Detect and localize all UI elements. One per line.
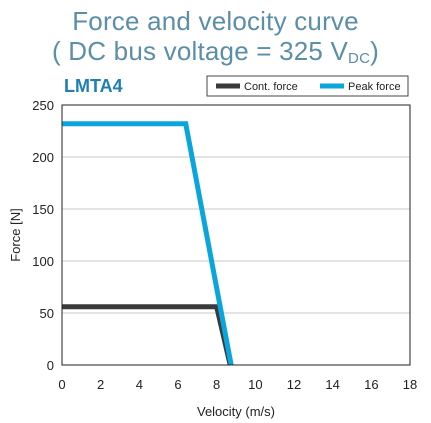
legend-box [206,75,409,97]
x-tick-label: 10 [248,377,262,392]
y-tick-label: 50 [40,306,54,321]
heading-voltage-text: ( DC bus voltage = 325 V [52,36,349,66]
legend-label: Cont. force [244,81,298,93]
y-axis-label: Force [N] [8,208,23,261]
x-tick-label: 18 [403,377,417,392]
x-tick-label: 4 [136,377,143,392]
chart-heading-line2: ( DC bus voltage = 325 VDC) [0,36,431,74]
x-tick-label: 8 [213,377,220,392]
x-tick-label: 14 [325,377,339,392]
peak-force-line [62,121,234,366]
x-tick-label: 12 [287,377,301,392]
y-tick-labels: 0 50 100 150 200 250 [32,98,54,373]
x-tick-label: 0 [58,377,65,392]
x-tick-label: 16 [364,377,378,392]
y-tick-label: 0 [47,358,54,373]
series-lines [62,121,234,366]
heading-voltage-close: ) [370,36,379,66]
plot-frame [61,104,411,366]
heading-voltage-subscript: DC [348,50,371,67]
x-tick-label: 2 [97,377,104,392]
plot-title: LMTA4 [64,76,123,96]
y-tick-label: 100 [32,254,54,269]
y-tick-label: 250 [32,98,54,113]
x-tick-labels: 0 2 4 6 8 10 12 14 16 18 [58,377,417,392]
legend: Cont. force Peak force [206,75,409,97]
x-tick-label: 6 [174,377,181,392]
x-axis-label: Velocity (m/s) [197,404,275,419]
legend-label: Peak force [348,81,401,93]
chart-heading-line1: Force and velocity curve [72,6,359,36]
y-tick-label: 150 [32,202,54,217]
grid-lines [62,156,410,314]
y-tick-label: 200 [32,150,54,165]
cont-force-line [62,304,233,366]
